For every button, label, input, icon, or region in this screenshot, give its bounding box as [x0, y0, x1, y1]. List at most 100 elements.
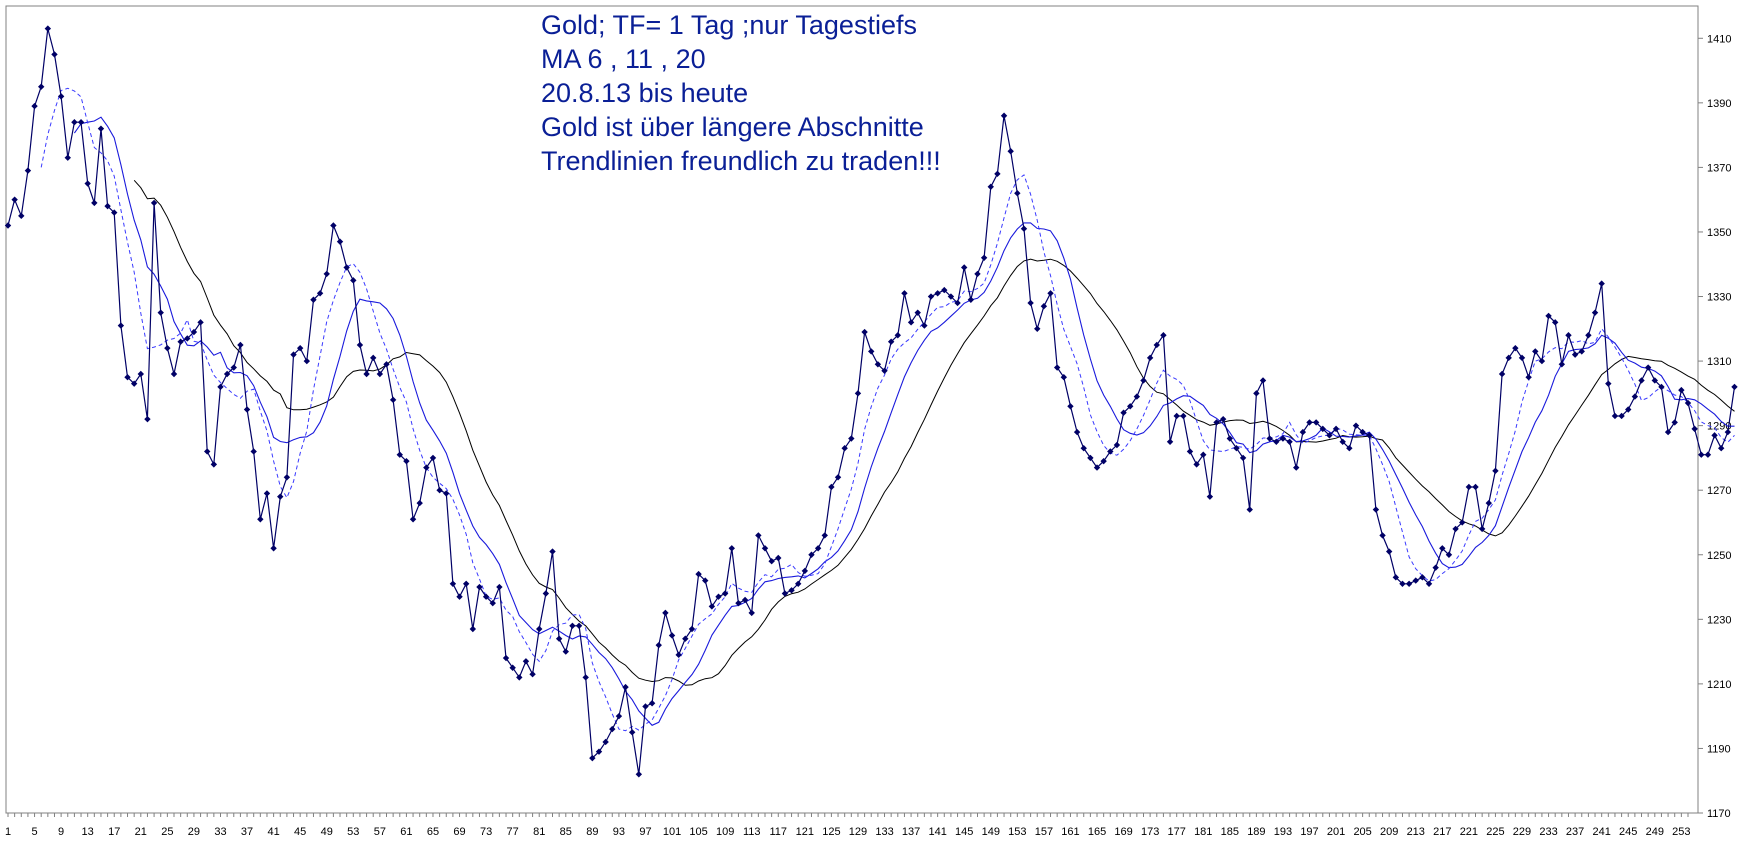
x-tick-label: 181	[1194, 826, 1212, 838]
price-point	[934, 290, 941, 297]
price-point	[522, 658, 530, 665]
x-tick-label: 249	[1646, 826, 1664, 838]
x-tick-label: 89	[586, 826, 598, 838]
price-point	[1724, 428, 1732, 436]
price-point	[1545, 312, 1552, 320]
x-tick-label: 113	[743, 826, 761, 838]
price-point	[1034, 325, 1041, 332]
annotation-line-3: 20.8.13 bis heute	[541, 78, 748, 108]
price-point	[71, 119, 78, 126]
price-point	[662, 609, 669, 617]
price-point	[642, 703, 649, 710]
price-point	[111, 209, 118, 216]
price-point	[682, 635, 689, 642]
x-tick-label: 57	[374, 826, 386, 838]
price-point	[801, 567, 809, 575]
x-tick-label: 145	[955, 826, 973, 838]
price-point	[1306, 419, 1313, 426]
x-tick-label: 5	[31, 826, 37, 838]
price-point	[794, 580, 802, 588]
price-point	[1611, 412, 1619, 420]
x-tick-label: 233	[1539, 826, 1557, 838]
price-point	[1505, 354, 1512, 362]
price-point	[575, 622, 583, 629]
price-point	[1465, 483, 1473, 491]
price-point	[1598, 280, 1605, 287]
price-point	[914, 309, 921, 316]
x-tick-label: 21	[135, 826, 147, 838]
price-point	[894, 332, 902, 339]
price-point	[157, 309, 164, 316]
price-point	[283, 474, 291, 481]
price-point	[1146, 354, 1154, 362]
x-tick-label: 133	[875, 826, 893, 838]
x-tick-label: 185	[1221, 826, 1239, 838]
y-tick-label: 1190	[1707, 743, 1731, 755]
price-point	[51, 51, 58, 58]
price-point	[954, 299, 961, 307]
price-point	[389, 396, 397, 404]
price-point	[1339, 438, 1346, 445]
price-point	[1478, 525, 1486, 533]
price-point	[1332, 425, 1340, 433]
price-point	[1233, 445, 1240, 452]
price-point	[310, 296, 317, 303]
price-point	[615, 712, 623, 720]
x-axis: 1 5 9 13 17 21 25 29 33 37 41 45 49 53 57 61 65 69 73 77 81 8…	[5, 813, 1691, 838]
price-point	[1731, 383, 1738, 391]
price-point	[164, 344, 171, 352]
price-point	[97, 125, 105, 132]
x-tick-label: 33	[214, 826, 226, 838]
price-point	[1206, 493, 1214, 500]
price-point	[303, 357, 311, 365]
price-point	[144, 415, 151, 423]
price-point	[974, 270, 981, 278]
x-tick-label: 105	[689, 826, 707, 838]
price-point	[655, 641, 662, 649]
price-point	[403, 457, 410, 465]
x-tick-label: 37	[241, 826, 253, 838]
x-tick-label: 205	[1353, 826, 1371, 838]
price-point	[190, 328, 198, 336]
price-point	[1040, 303, 1048, 310]
price-point	[635, 771, 643, 778]
price-point	[383, 361, 390, 368]
annotation-line-5: Trendlinien freundlich zu traden!!!	[541, 146, 941, 176]
price-point	[1153, 341, 1160, 349]
price-point	[1671, 419, 1678, 426]
price-point	[223, 370, 231, 378]
price-point	[821, 532, 828, 539]
price-point	[18, 212, 25, 220]
price-point	[848, 435, 855, 442]
price-point	[230, 364, 237, 371]
price-point	[1711, 432, 1718, 439]
price-point	[1578, 348, 1585, 355]
price-point	[741, 596, 749, 604]
x-tick-label: 9	[58, 826, 64, 838]
x-tick-label: 29	[188, 826, 200, 838]
price-point	[237, 341, 244, 349]
price-point	[1186, 448, 1194, 455]
price-point	[1678, 386, 1685, 394]
price-point	[204, 448, 211, 455]
price-point	[436, 487, 443, 494]
price-point	[622, 683, 629, 691]
price-point	[675, 651, 682, 659]
price-point	[91, 199, 98, 207]
price-point	[1160, 332, 1167, 339]
price-point	[1664, 428, 1672, 436]
y-tick-label: 1230	[1707, 614, 1731, 626]
price-point	[987, 183, 994, 190]
y-tick-label: 1390	[1707, 98, 1731, 110]
price-point	[901, 290, 908, 297]
price-point	[316, 290, 324, 297]
x-tick-label: 17	[108, 826, 120, 838]
price-point	[562, 648, 569, 655]
price-point	[150, 199, 158, 207]
price-point	[1571, 351, 1579, 358]
price-point	[1047, 290, 1054, 297]
x-tick-label: 101	[663, 826, 681, 838]
price-point	[423, 464, 430, 471]
price-point	[323, 270, 330, 278]
x-tick-label: 49	[321, 826, 333, 838]
